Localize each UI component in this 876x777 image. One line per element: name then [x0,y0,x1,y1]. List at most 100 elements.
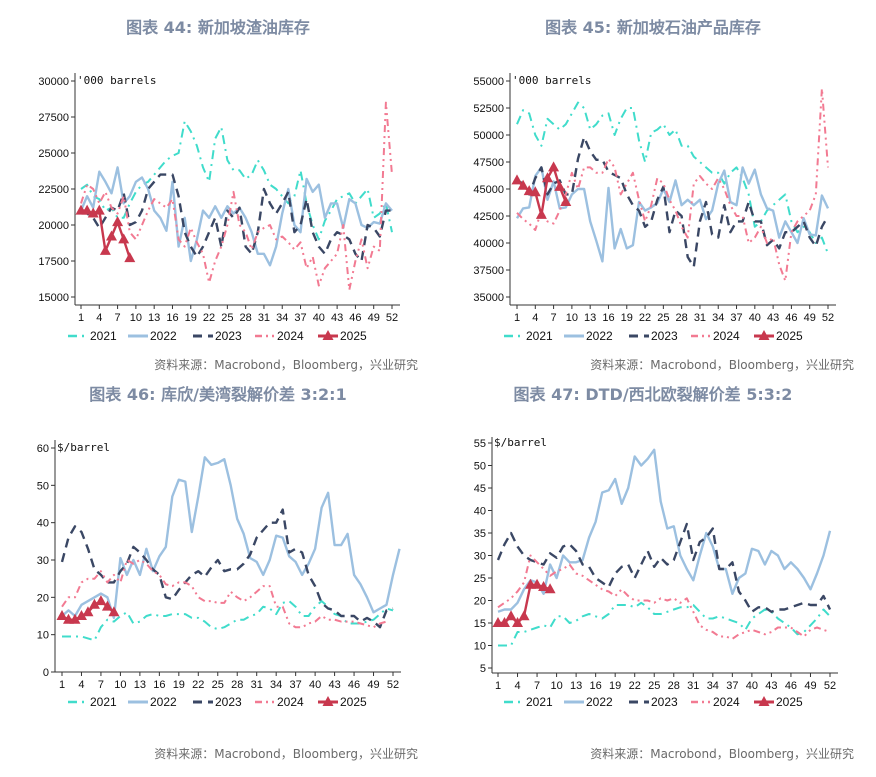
y-tick-label: 30 [474,551,486,563]
chart-1: 35000 37500 40000 42500 45000 47500 50000 52500… [473,73,836,343]
legend-label-2023: 2023 [651,695,678,709]
legend-label-2025: 2025 [776,329,803,343]
chart-0: 15000 17500 20000 22500 25000 27500 30000 1 4 7 10… [38,73,400,343]
x-tick-label: 7 [551,312,557,324]
series-line-2023 [496,522,832,613]
x-tick-label: 49 [367,679,379,691]
triangle-marker-2025 [517,179,529,190]
series-line-2024 [61,559,387,629]
y-tick-label: 45000 [473,184,504,196]
y-tick-label: 55 [474,438,486,450]
x-tick-label: 28 [231,679,243,691]
y-tick-label: 50 [474,461,486,473]
triangle-marker-2025 [105,230,117,241]
legend-label-2024: 2024 [713,695,740,709]
x-tick-label: 40 [313,312,325,324]
legend-label-2021: 2021 [526,695,553,709]
x-tick-label: 34 [270,679,282,691]
x-tick-label: 4 [96,312,102,324]
source-note-47: 资料来源：Macrobond，Bloomberg，兴业研究 [590,747,854,761]
x-tick-label: 43 [765,680,777,692]
x-tick-label: 34 [712,312,724,324]
series-line-2024 [497,554,831,640]
series-line-2021 [62,600,394,642]
y-tick-label: 27500 [38,112,69,124]
x-tick-label: 4 [514,680,520,692]
y-tick-label: 47500 [473,157,504,169]
series-line-2023 [60,508,394,629]
triangle-marker-2025 [560,195,572,206]
x-tick-label: 13 [584,312,596,324]
legend-label-2023: 2023 [215,329,242,343]
x-tick-label: 49 [368,312,380,324]
unit-label: $/barrel [494,436,547,449]
legend-triangle-icon [758,696,770,706]
y-tick-label: 52500 [473,103,504,115]
x-tick-label: 49 [804,312,816,324]
triangle-marker-2025 [499,617,511,627]
y-tick-label: 35 [474,528,486,540]
x-tick-label: 46 [348,679,360,691]
unit-label: '000 barrels [77,74,156,87]
triangle-marker-2025 [108,606,120,617]
x-tick-label: 52 [824,680,836,692]
legend-label-2025: 2025 [340,695,367,709]
x-tick-label: 52 [387,679,399,691]
chart-title-45: 图表 45: 新加坡石油产品库存 [545,18,761,37]
x-tick-label: 10 [114,679,126,691]
x-tick-label: 13 [134,679,146,691]
series-line-2024 [516,87,829,282]
x-tick-label: 34 [276,312,288,324]
triangle-marker-2025 [512,617,524,627]
x-tick-label: 37 [730,312,742,324]
y-tick-label: 50000 [473,130,504,142]
x-tick-label: 40 [749,312,761,324]
y-tick-label: 42500 [473,211,504,223]
legend-label-2022: 2022 [586,329,613,343]
legend-triangle-icon [322,696,334,706]
x-tick-label: 22 [639,312,651,324]
legend-triangle-icon [322,330,334,340]
source-note-46: 资料来源：Macrobond，Bloomberg，兴业研究 [154,747,418,761]
x-tick-label: 37 [726,680,738,692]
x-tick-label: 10 [566,312,578,324]
y-tick-label: 35000 [473,292,504,304]
y-tick-label: 37500 [473,265,504,277]
chart-title-44: 图表 44: 新加坡渣油库存 [126,18,310,37]
x-tick-label: 28 [240,312,252,324]
y-tick-label: 20 [37,592,49,604]
legend-label-2023: 2023 [651,329,678,343]
y-tick-label: 25 [474,573,486,585]
triangle-marker-2025 [112,216,124,227]
x-tick-label: 46 [785,680,797,692]
legend-label-2025: 2025 [776,695,803,709]
y-tick-label: 60 [37,443,49,455]
y-tick-label: 10 [37,630,49,642]
triangle-marker-2025 [505,610,517,621]
x-tick-label: 1 [495,680,501,692]
triangle-marker-2025 [99,244,111,255]
x-tick-label: 19 [185,312,197,324]
x-tick-label: 13 [570,680,582,692]
x-tick-label: 43 [767,312,779,324]
source-note-44: 资料来源：Macrobond，Bloomberg，兴业研究 [154,358,418,372]
legend-label-2024: 2024 [713,329,740,343]
x-tick-label: 13 [148,312,160,324]
y-tick-label: 10 [474,641,486,653]
triangle-marker-2025 [56,610,68,620]
triangle-marker-2025 [538,581,550,591]
series-line-2022 [61,456,401,620]
x-tick-label: 43 [331,312,343,324]
triangle-marker-2025 [518,610,530,621]
x-tick-label: 46 [785,312,797,324]
triangle-marker-2025 [554,180,566,191]
x-tick-label: 28 [668,680,680,692]
legend-label-2022: 2022 [150,695,177,709]
y-tick-label: 45 [474,483,486,495]
triangle-marker-2025 [118,233,130,244]
chart-title-47: 图表 47: DTD/西北欧裂解价差 5:3:2 [513,385,793,404]
x-tick-label: 25 [648,680,660,692]
triangle-marker-2025 [81,204,93,215]
